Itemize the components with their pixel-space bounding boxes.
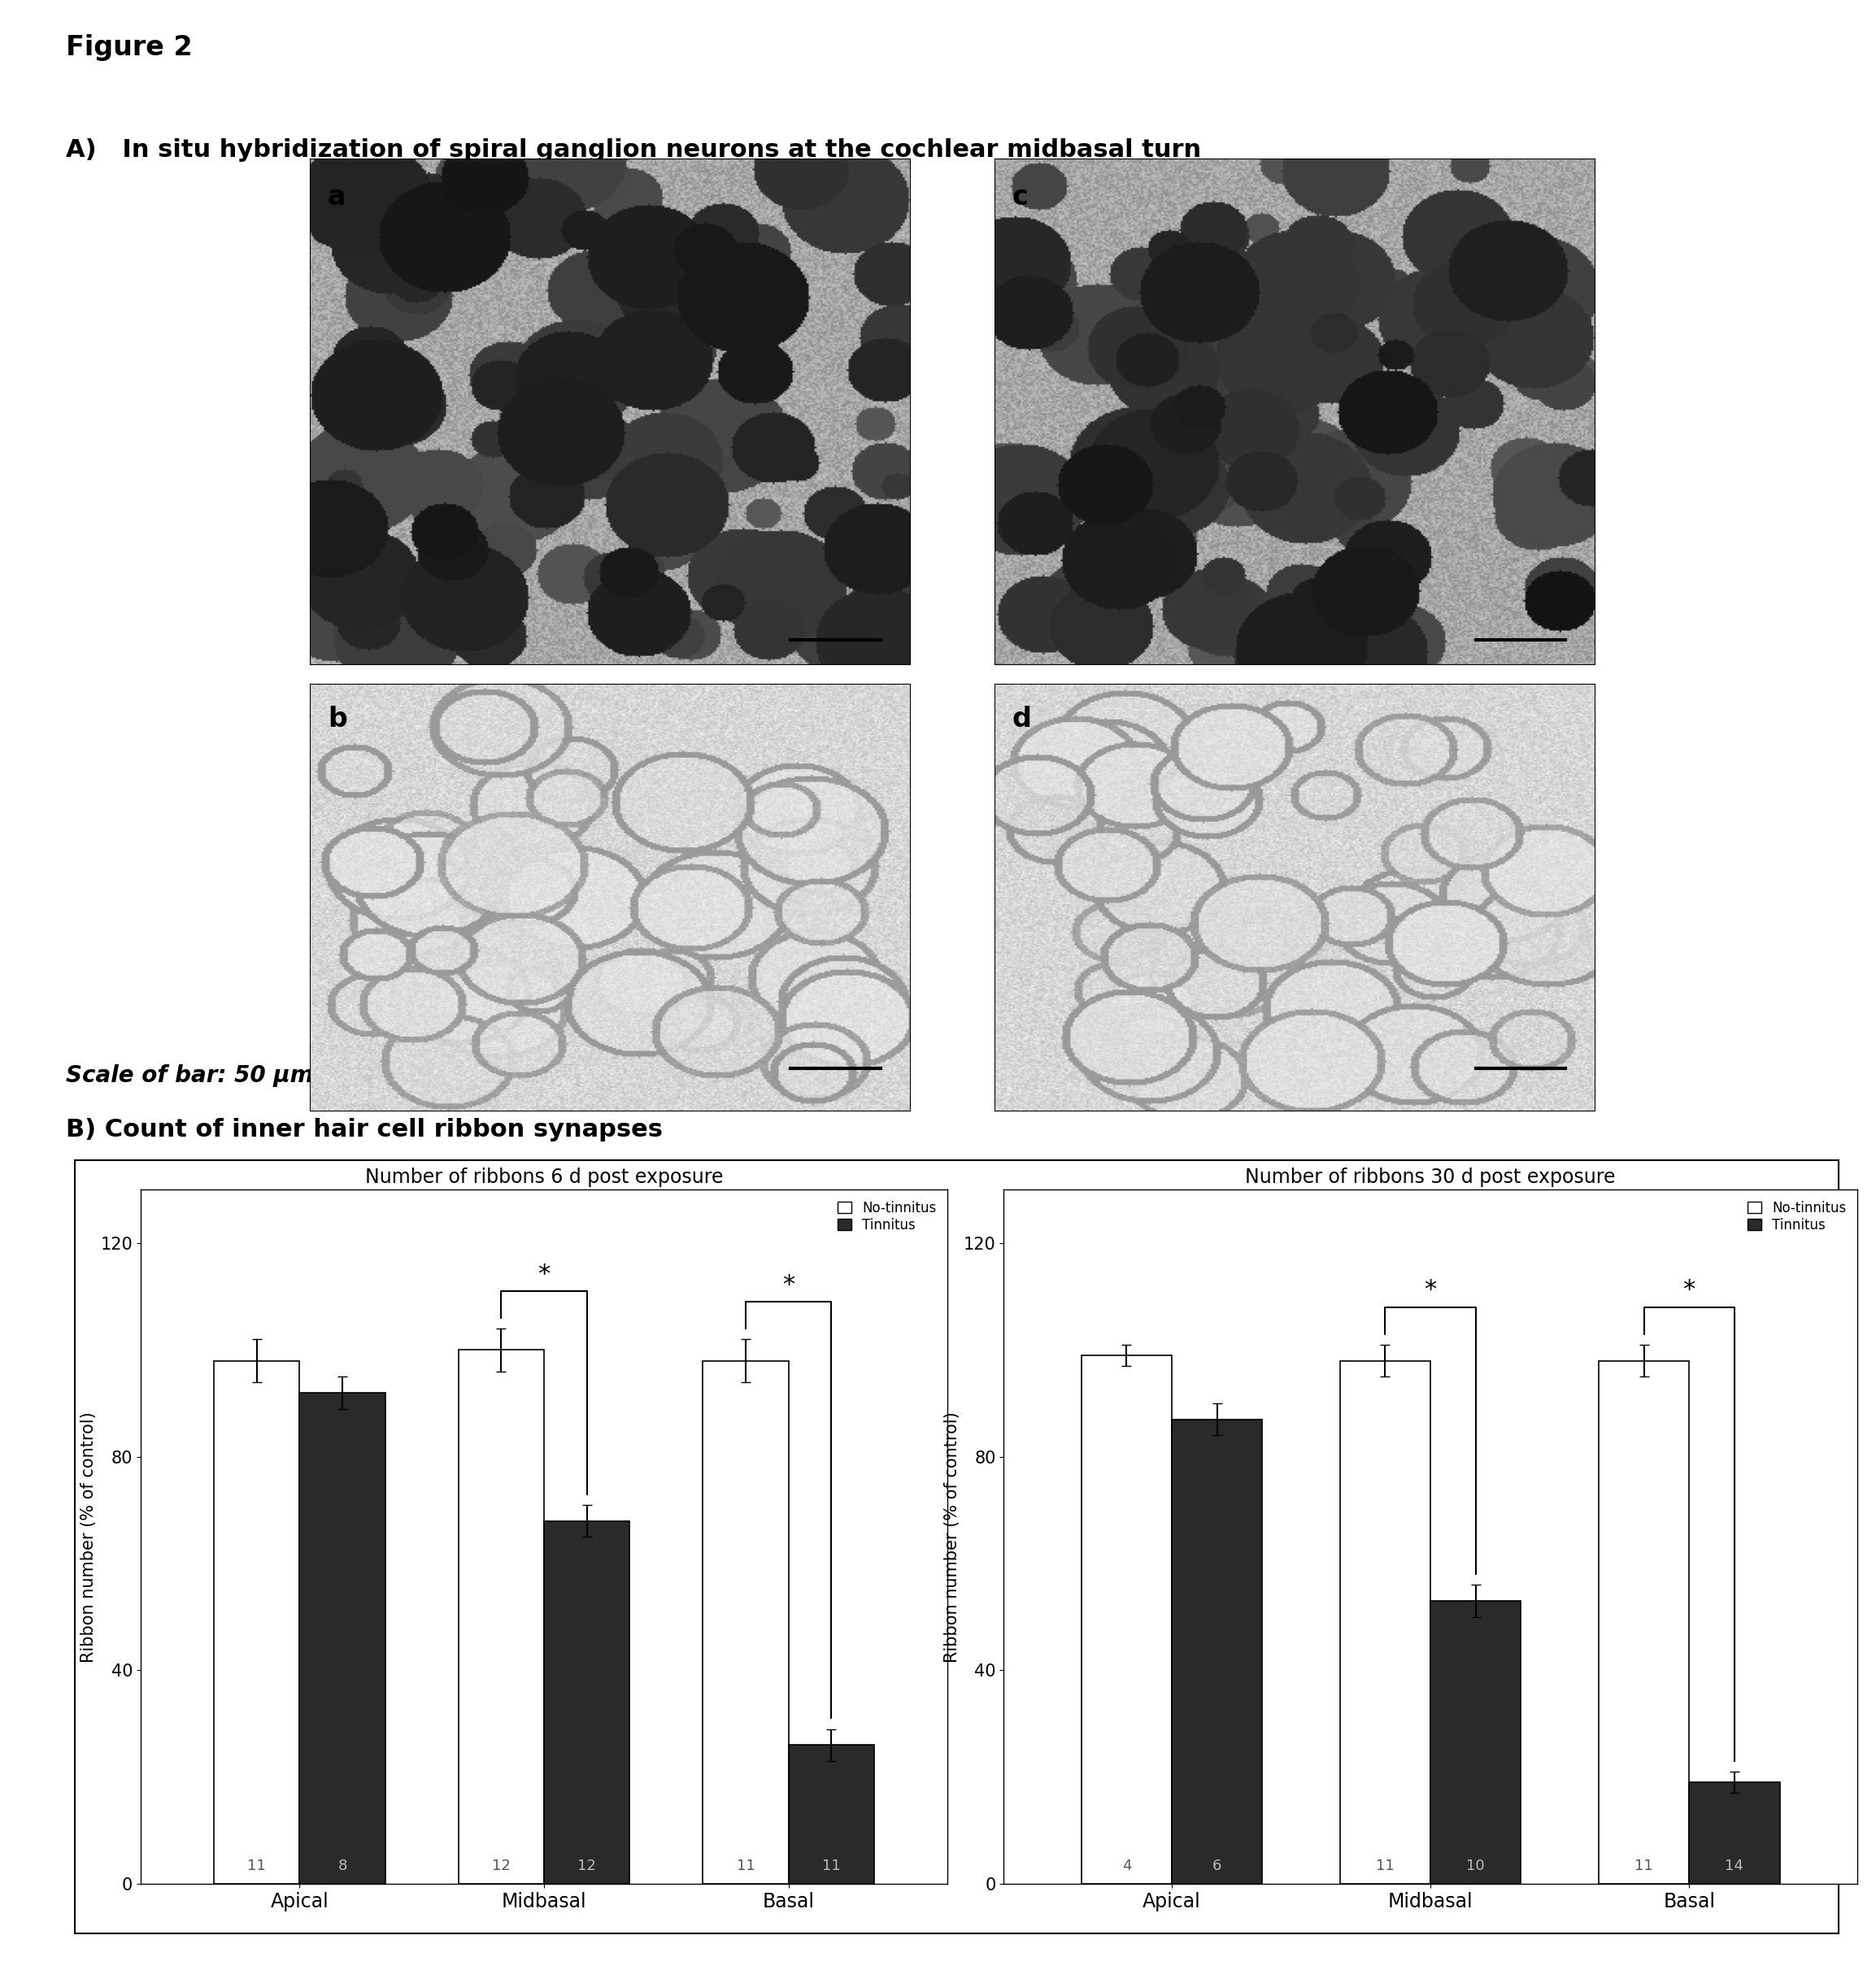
Y-axis label: Ribbon number (% of control): Ribbon number (% of control) [944,1412,961,1662]
Text: Scale of bar: 50 μm: Scale of bar: 50 μm [66,1063,313,1087]
Title: Number of ribbons 30 d post exposure: Number of ribbons 30 d post exposure [1246,1168,1615,1188]
Text: 11: 11 [248,1858,266,1874]
Text: *: * [538,1263,550,1285]
Text: 12: 12 [578,1858,597,1874]
Text: 14: 14 [1726,1858,1743,1874]
Text: d: d [1013,706,1032,732]
Text: 6 d post exposure: 6 d post exposure [518,276,720,299]
Legend: No-tinnitus, Tinnitus: No-tinnitus, Tinnitus [1743,1196,1850,1237]
Text: tinnitus: tinnitus [1257,736,1332,756]
Text: no tinnitus: no tinnitus [1240,363,1349,383]
Text: 4: 4 [1122,1858,1131,1874]
Text: 30 d post exposure: 30 d post exposure [1186,276,1403,299]
Text: 11: 11 [1634,1858,1653,1874]
Bar [1339,1360,1430,1884]
Text: tinnitus: tinnitus [582,736,657,756]
Bar [300,1392,385,1884]
Bar [1688,1783,1780,1884]
Text: 10: 10 [1467,1858,1486,1874]
Bar [1598,1360,1688,1884]
Text: Figure 2: Figure 2 [66,34,191,61]
Text: *: * [1683,1279,1696,1303]
Y-axis label: Ribbon number (% of control): Ribbon number (% of control) [81,1412,98,1662]
Title: Number of ribbons 6 d post exposure: Number of ribbons 6 d post exposure [366,1168,722,1188]
Text: b: b [328,706,347,732]
Text: c: c [1013,184,1028,210]
Text: *: * [782,1273,795,1297]
Text: 6: 6 [1212,1858,1221,1874]
Bar [458,1350,544,1884]
Bar [1172,1420,1263,1884]
Bar [214,1360,300,1884]
Bar [544,1521,630,1884]
Text: B) Count of inner hair cell ribbon synapses: B) Count of inner hair cell ribbon synap… [66,1118,662,1142]
Legend: No-tinnitus, Tinnitus: No-tinnitus, Tinnitus [833,1196,940,1237]
Text: 11: 11 [1375,1858,1394,1874]
Bar [1081,1354,1172,1884]
Bar [788,1745,874,1884]
Bar [704,1360,788,1884]
Text: A)   In situ hybridization of spiral ganglion neurons at the cochlear midbasal t: A) In situ hybridization of spiral gangl… [66,139,1201,161]
Text: *: * [1424,1279,1437,1303]
Text: a: a [328,184,345,210]
Text: 12: 12 [492,1858,510,1874]
Text: 8: 8 [338,1858,347,1874]
Text: no tinnitus: no tinnitus [565,357,673,377]
Text: 11: 11 [822,1858,840,1874]
Text: 11: 11 [737,1858,754,1874]
Bar [1431,1600,1521,1884]
